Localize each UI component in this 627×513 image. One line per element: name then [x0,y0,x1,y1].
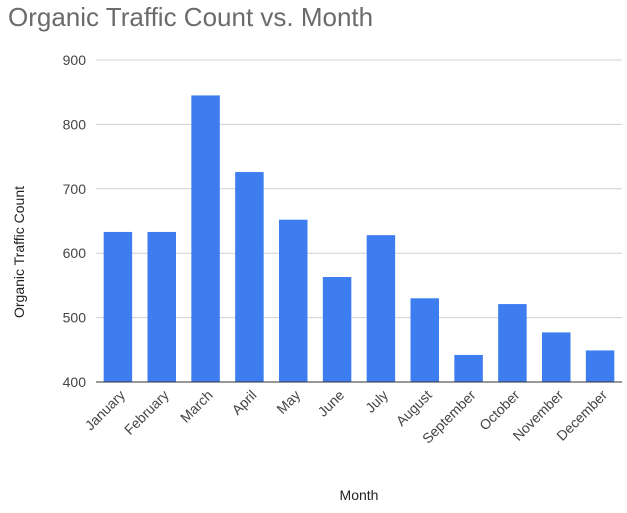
bar-march [191,95,220,383]
x-tick-label: February [121,387,172,438]
x-tick-label: March [177,387,216,426]
bar-october [498,304,527,382]
x-axis-title: Month [340,487,379,503]
y-axis-title: Organic Traffic Count [11,186,27,318]
y-tick-label: 900 [63,52,87,68]
bar-april [235,172,264,382]
bar-july [366,235,396,382]
y-tick-label: 800 [63,116,87,132]
x-tick-label: May [273,387,303,417]
bars [103,95,615,383]
bar-august [410,298,439,382]
y-axis-ticks: 400 500 600 700 800 900 [63,52,87,390]
bar-december [585,350,615,382]
y-tick-label: 400 [63,374,87,390]
bar-september [454,354,483,382]
bar-january [103,231,133,382]
chart-title: Organic Traffic Count vs. Month [8,2,373,32]
y-tick-label: 700 [63,181,87,197]
bar-june [322,277,352,382]
x-tick-label: April [228,387,259,418]
bar-november [542,332,571,382]
bar-may [279,219,308,382]
y-tick-label: 500 [63,310,87,326]
bar-february [147,231,176,382]
y-tick-label: 600 [63,245,87,261]
x-tick-label: August [393,387,435,429]
x-tick-label: July [362,387,391,416]
x-tick-label: June [314,387,347,420]
gridlines [96,59,622,319]
